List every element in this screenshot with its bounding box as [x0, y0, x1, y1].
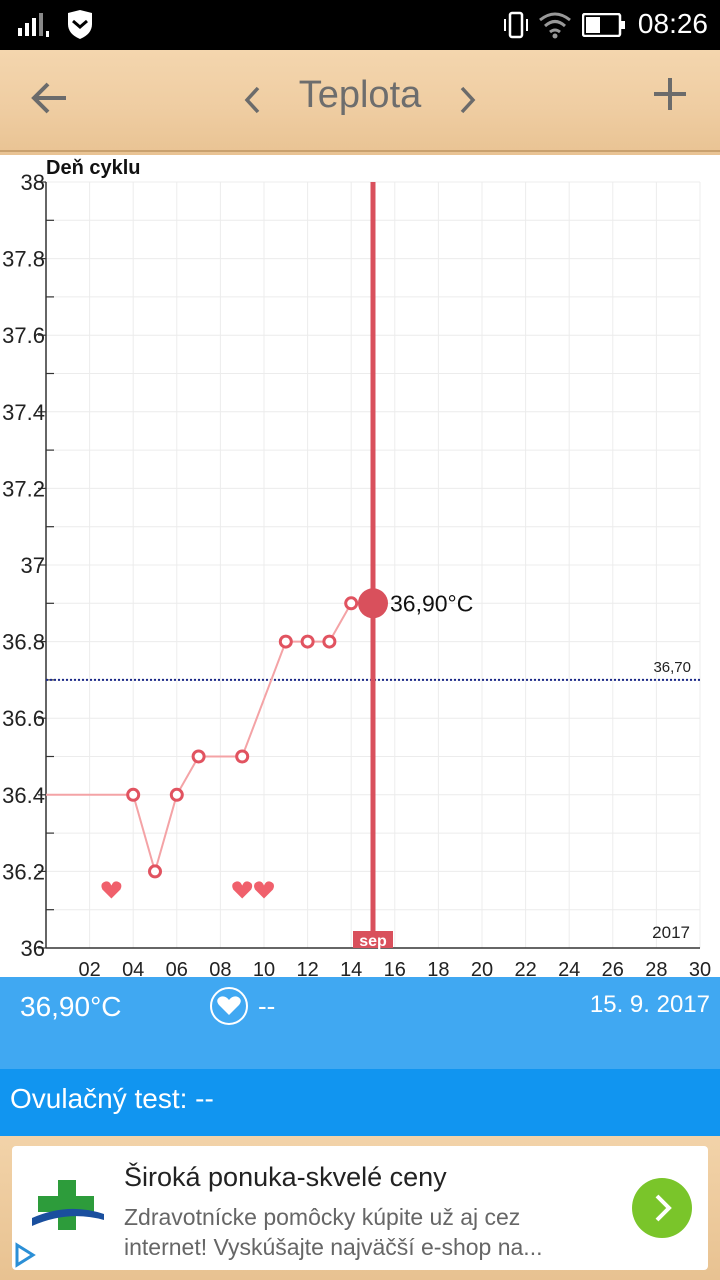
year-label: 2017 [652, 923, 690, 942]
y-tick-label: 36.6 [2, 706, 45, 731]
x-tick-label: 02 [78, 959, 100, 977]
month-tag [353, 931, 393, 948]
x-tick-label: 20 [471, 959, 493, 977]
next-chevron-icon[interactable] [458, 84, 478, 116]
x-tick-label: 10 [253, 959, 275, 977]
heart-marker [232, 881, 253, 899]
ad-headline: Široká ponuka-skvelé ceny [124, 1162, 447, 1192]
x-tick-label: 16 [384, 959, 406, 977]
wifi-icon [539, 12, 571, 39]
temperature-point [322, 634, 337, 649]
reference-line: 36,70 [46, 659, 700, 681]
shield-icon [68, 10, 92, 39]
y-tick-label: 36.8 [2, 630, 45, 655]
month-label: sep [359, 933, 387, 950]
temperature-point [191, 749, 206, 764]
selected-point [358, 588, 388, 619]
y-tick-label: 36.4 [2, 783, 45, 808]
selected-day-cursor: sep 36,90°C [353, 182, 473, 950]
x-tick-label: 06 [166, 959, 188, 977]
add-plus-icon[interactable] [652, 76, 688, 112]
reference-line-label: 36,70 [653, 659, 691, 676]
temperature-point [235, 749, 250, 764]
chart-canvas[interactable]: 38 37.8 37.6 37.4 37.2 37 36.8 36.6 36.4 36.2 36 0… [0, 155, 720, 977]
x-tick-label: 26 [602, 959, 624, 977]
y-tick-label: 36 [21, 936, 45, 961]
selected-value-label: 36,90°C [390, 590, 473, 616]
temperature-point [148, 864, 162, 879]
y-tick-label: 37.8 [2, 247, 45, 272]
temperature-point [126, 787, 141, 802]
previous-chevron-icon[interactable] [242, 84, 262, 116]
signal-icon [18, 13, 49, 37]
x-tick-label: 18 [427, 959, 449, 977]
clock: 08:26 [637, 8, 708, 39]
intercourse-hearts [101, 881, 274, 899]
ovulation-test-label: Ovulačný test: -- [10, 1083, 214, 1114]
x-tick-label: 04 [122, 959, 144, 977]
x-tick-label: 12 [296, 959, 318, 977]
x-tick-label: 28 [645, 959, 667, 977]
day-info-panel: 36,90°C -- 15. 9. 2017 [0, 977, 720, 1069]
heart-marker [254, 881, 274, 899]
intercourse-value: -- [258, 991, 276, 1021]
app-header: Teplota [0, 50, 720, 155]
ad-go-button[interactable] [632, 1178, 692, 1238]
ad-body: Zdravotnícke pomôcky kúpite už aj cez in… [124, 1204, 543, 1260]
x-tick-label: 24 [558, 959, 580, 977]
adchoices-icon[interactable] [12, 1242, 38, 1268]
temperature-point [278, 634, 293, 649]
chevron-right-icon [655, 1194, 672, 1222]
battery-icon [582, 13, 625, 37]
status-bar: 08:26 [0, 0, 720, 50]
y-tick-label: 36.2 [2, 859, 45, 884]
x-axis-ticks: 02 04 06 08 10 12 14 16 18 20 22 24 26 28 30 [78, 959, 711, 977]
selected-date: 15. 9. 2017 [589, 991, 710, 1018]
selected-temperature: 36,90°C [20, 991, 122, 1022]
ad-banner-area: Široká ponuka-skvelé ceny Zdravotnícke p… [0, 1136, 720, 1280]
x-tick-label: 22 [514, 959, 536, 977]
y-axis-ticks: 38 37.8 37.6 37.4 37.2 37 36.8 36.6 36.4 36.2 36 [2, 170, 54, 961]
x-axis-label: Deň cyklu [46, 157, 140, 179]
pharmacy-cross-logo [28, 1168, 108, 1248]
heart-marker [101, 881, 122, 899]
x-tick-label: 08 [209, 959, 231, 977]
y-tick-label: 37.4 [2, 400, 45, 425]
ovulation-test-row[interactable]: Ovulačný test: -- [0, 1069, 720, 1136]
y-tick-label: 38 [21, 170, 45, 195]
temperature-series [46, 596, 373, 879]
temperature-point [300, 634, 315, 649]
back-arrow-icon[interactable] [30, 78, 70, 118]
temperature-chart[interactable]: 38 37.8 37.6 37.4 37.2 37 36.8 36.6 36.4 36.2 36 0… [0, 155, 720, 977]
heart-icon[interactable] [210, 987, 248, 1025]
y-tick-label: 37.6 [2, 323, 45, 348]
temperature-point [344, 596, 359, 611]
ad-banner[interactable]: Široká ponuka-skvelé ceny Zdravotnícke p… [12, 1146, 708, 1270]
page-title: Teplota [298, 74, 422, 116]
x-tick-label: 14 [340, 959, 362, 977]
temperature-point [169, 787, 184, 802]
y-tick-label: 37.2 [2, 476, 45, 501]
vibrate-icon [504, 11, 528, 39]
y-tick-label: 37 [21, 553, 45, 578]
x-tick-label: 30 [689, 959, 711, 977]
